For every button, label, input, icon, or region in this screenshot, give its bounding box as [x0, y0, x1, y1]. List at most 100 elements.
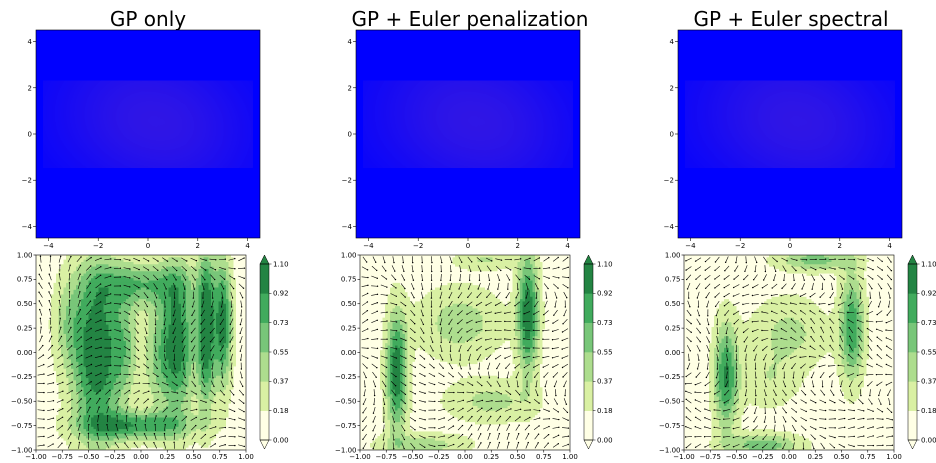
x-tick-label: 4 — [887, 242, 892, 250]
x-tick-label: 4 — [245, 242, 250, 250]
x-tick-label: 0.00 — [781, 453, 797, 461]
colorbar-tick-label: 0.73 — [273, 319, 289, 327]
x-tick-label: 0.75 — [860, 453, 876, 461]
quiver-arrows — [361, 256, 570, 450]
colorbar-band — [260, 322, 269, 353]
x-tick-label: −1.00 — [673, 453, 694, 461]
x-tick-label: 0.25 — [807, 453, 823, 461]
colorbar-band — [260, 381, 269, 411]
colorbar-tick-label: 1.10 — [597, 260, 613, 268]
colorbar-tick-label: 0.37 — [597, 378, 613, 386]
quiver-arrows — [684, 256, 894, 450]
colorbar-tick-label: 0.00 — [273, 436, 289, 444]
y-tick-label: 0.50 — [341, 300, 357, 308]
y-tick-label: 1.00 — [665, 251, 681, 259]
colorbar-tick-label: 0.37 — [273, 378, 289, 386]
x-tick-label: 1.00 — [238, 453, 254, 461]
y-tick-label: −0.75 — [335, 422, 356, 430]
x-tick-label: 0 — [466, 242, 470, 250]
vector-field-panel-1: −1.00 −0.75 −0.50 −0.25 0.00 0.25 0.50 0.75 1.00… — [11, 251, 289, 461]
x-tick-label: 0.75 — [536, 453, 552, 461]
x-tick-label: 0.25 — [159, 453, 175, 461]
x-tick-label: 0.75 — [212, 453, 228, 461]
colorbar-band — [584, 293, 593, 323]
colorbar-band — [908, 293, 917, 323]
y-tick-label: −4 — [664, 223, 675, 231]
colorbar-band — [260, 352, 269, 382]
y-tick-label: −0.50 — [659, 398, 680, 406]
y-tick-label: 2 — [28, 84, 32, 92]
colorbar-band — [908, 264, 917, 294]
x-tick-label: 0.50 — [834, 453, 850, 461]
y-tick-label: 0.00 — [17, 349, 33, 357]
colorbar-tick-label: 0.18 — [273, 407, 289, 415]
y-tick-label: 4 — [348, 38, 353, 46]
panel-title-2: GP + Euler penalization — [352, 7, 589, 31]
colorbar-extend-max — [907, 254, 918, 265]
y-tick-label: 0.25 — [17, 324, 33, 332]
colorbar-tick-label: 0.55 — [597, 348, 613, 356]
colorbar-extend-min — [583, 439, 594, 450]
colorbar-band — [908, 322, 917, 353]
y-tick-label: −0.75 — [11, 422, 32, 430]
y-tick-label: 4 — [28, 38, 33, 46]
y-tick-label: −0.50 — [11, 398, 32, 406]
density-panel-1: −4 −2 0 2 4 4 2 0 −2 −4 — [22, 29, 261, 250]
x-tick-label: −0.75 — [700, 453, 721, 461]
x-tick-label: −0.75 — [52, 453, 73, 461]
x-tick-label: −0.25 — [104, 453, 125, 461]
x-tick-label: −4 — [685, 242, 696, 250]
x-tick-label: −0.25 — [752, 453, 773, 461]
colorbar-band — [260, 410, 269, 441]
colorbar-band — [584, 264, 593, 294]
y-tick-label: 0.50 — [665, 300, 681, 308]
colorbar-tick-label: 0.18 — [597, 407, 613, 415]
colorbar-band — [908, 352, 917, 382]
colorbar-tick-label: 0.73 — [921, 319, 936, 327]
x-tick-label: −4 — [363, 242, 374, 250]
x-tick-label: −2 — [735, 242, 745, 250]
colorbar-band — [584, 322, 593, 353]
y-tick-label: 4 — [670, 38, 675, 46]
y-tick-label: −1.00 — [335, 446, 356, 454]
y-tick-label: 0.25 — [341, 324, 357, 332]
density-panel-2: −4 −2 0 2 4 4 2 0 −2 −4 — [342, 29, 581, 250]
colorbar-tick-label: 0.00 — [921, 436, 936, 444]
y-tick-label: 0.50 — [17, 300, 33, 308]
colorbar-band — [584, 352, 593, 382]
panel-title-1: GP only — [110, 7, 186, 31]
colorbar-tick-label: 0.92 — [273, 290, 289, 298]
colorbar-band — [908, 410, 917, 441]
x-tick-label: −0.50 — [726, 453, 747, 461]
density-panel-3: −4 −2 0 2 4 4 2 0 −2 −4 — [664, 29, 903, 250]
y-tick-label: −2 — [22, 177, 32, 185]
y-tick-label: 0.75 — [17, 276, 33, 284]
x-tick-label: −0.50 — [402, 453, 423, 461]
colorbar-band — [584, 410, 593, 441]
y-tick-label: −2 — [342, 177, 352, 185]
vector-field-panel-3: −1.00 −0.75 −0.50 −0.25 0.00 0.25 0.50 0.75 1.00… — [659, 251, 936, 461]
x-tick-label: −4 — [43, 242, 54, 250]
y-tick-label: 0.00 — [665, 349, 681, 357]
x-tick-label: 0.50 — [510, 453, 526, 461]
y-tick-label: 0.75 — [341, 276, 357, 284]
panel-title-3: GP + Euler spectral — [693, 7, 888, 31]
colorbar-tick-label: 0.73 — [597, 319, 613, 327]
y-tick-label: −4 — [22, 223, 33, 231]
colorbar-extend-max — [259, 254, 270, 265]
x-tick-label: −2 — [93, 242, 103, 250]
y-tick-label: −0.25 — [11, 373, 32, 381]
y-tick-label: 1.00 — [341, 251, 357, 259]
y-tick-label: −0.50 — [335, 398, 356, 406]
colorbar-tick-label: 1.10 — [273, 260, 289, 268]
colorbar-tick-label: 0.92 — [921, 290, 936, 298]
y-tick-label: 0.00 — [341, 349, 357, 357]
y-tick-label: −0.25 — [659, 373, 680, 381]
x-tick-label: 0 — [788, 242, 792, 250]
x-tick-label: 0.25 — [483, 453, 499, 461]
colorbar-extend-min — [259, 439, 270, 450]
x-tick-label: 0.00 — [133, 453, 149, 461]
x-tick-label: 2 — [196, 242, 200, 250]
colorbar-extend-max — [583, 254, 594, 265]
